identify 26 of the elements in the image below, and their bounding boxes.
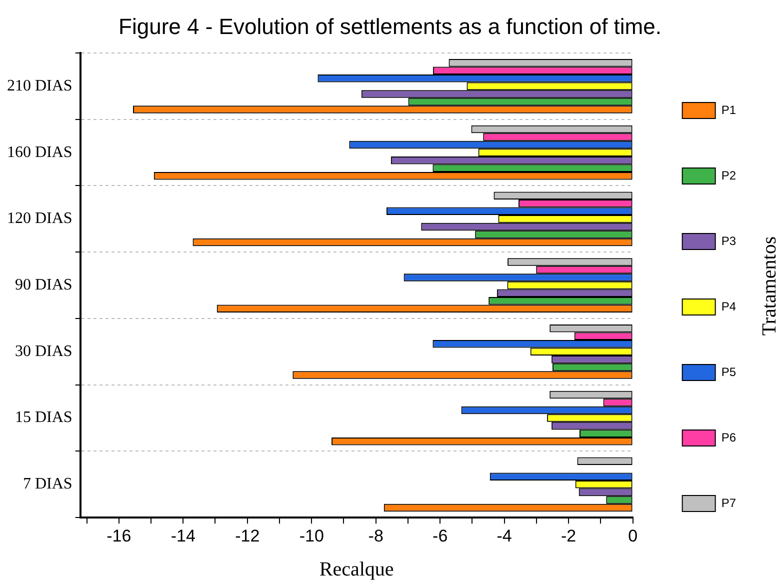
legend-label: P2 — [721, 168, 736, 182]
x-tick-label: -8 — [368, 526, 384, 546]
x-tick-label: -6 — [432, 526, 448, 546]
legend-label: P7 — [721, 496, 736, 510]
y-tick-label: 30 DIAS — [14, 342, 72, 360]
x-tick-label: -16 — [106, 526, 132, 546]
y-tick-label: 210 DIAS — [6, 77, 72, 94]
x-tick-label: -12 — [235, 526, 260, 546]
y-tick-label: 15 DIAS — [14, 409, 72, 426]
x-tick-label: -10 — [299, 526, 324, 546]
legend-label: P3 — [721, 234, 736, 248]
legend-label: P4 — [721, 299, 736, 314]
y-tick-label: 7 DIAS — [22, 476, 72, 493]
x-tick-label: -4 — [496, 526, 512, 546]
x-tick-label: 0 — [628, 526, 638, 546]
legend-label: P6 — [721, 430, 736, 444]
legend-label: P5 — [721, 364, 736, 379]
y-tick-label: 90 DIAS — [14, 276, 72, 294]
x-tick-label: -14 — [170, 526, 196, 546]
y-tick-label: 120 DIAS — [6, 210, 72, 228]
x-tick-label: -2 — [561, 526, 576, 546]
legend-title: Tratamentos — [758, 236, 780, 336]
x-axis-title: Recalque — [319, 558, 394, 580]
chart-title: Figure 4 - Evolution of settlements as a function of time. — [118, 14, 662, 40]
y-tick-label: 160 DIAS — [6, 144, 72, 161]
legend-label: P1 — [721, 102, 736, 117]
